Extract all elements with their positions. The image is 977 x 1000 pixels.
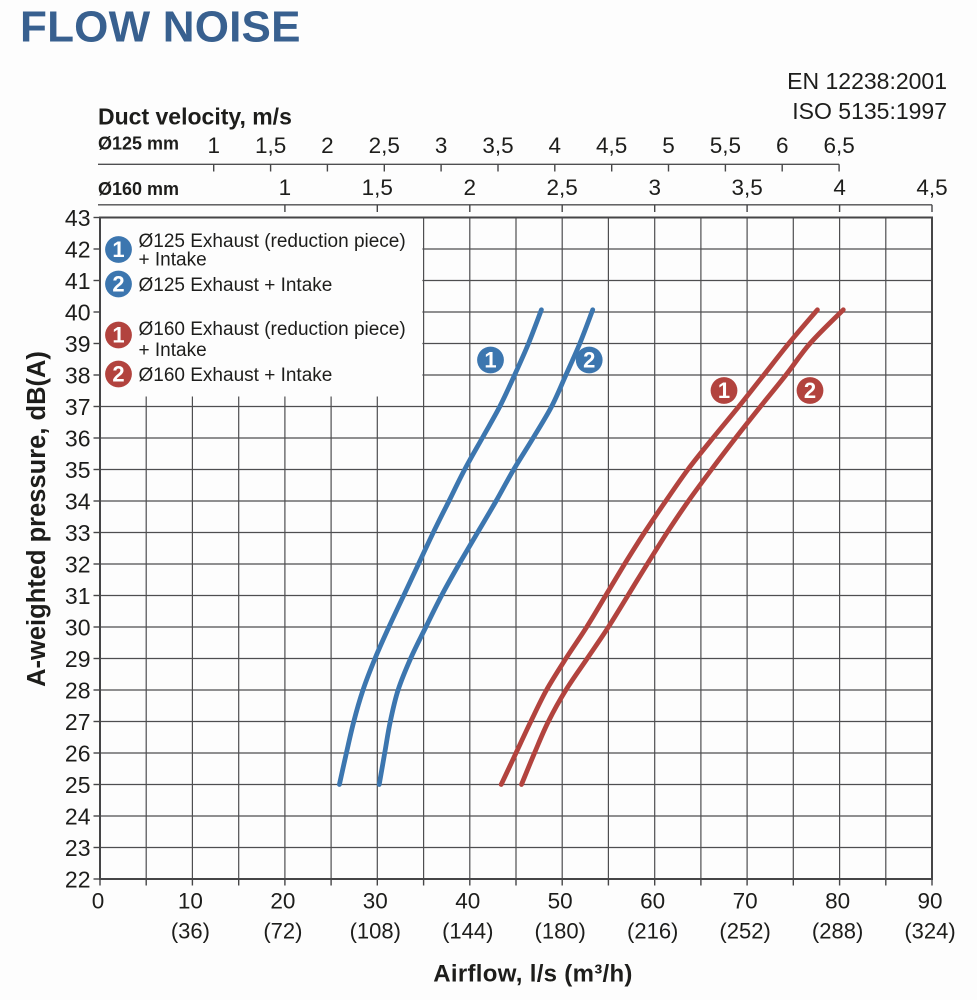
svg-text:(216): (216) <box>627 919 678 944</box>
svg-text:20: 20 <box>270 889 295 914</box>
svg-text:42: 42 <box>65 236 91 262</box>
svg-text:(252): (252) <box>719 919 770 944</box>
svg-text:4: 4 <box>833 175 846 200</box>
svg-text:3: 3 <box>435 133 448 158</box>
svg-text:Duct velocity, m/s: Duct velocity, m/s <box>98 104 292 130</box>
svg-text:1: 1 <box>718 378 730 403</box>
svg-text:(72): (72) <box>263 919 302 944</box>
svg-text:23: 23 <box>65 835 91 861</box>
svg-text:1: 1 <box>279 175 292 200</box>
svg-text:EN 12238:2001: EN 12238:2001 <box>787 68 947 94</box>
svg-text:ISO 5135:1997: ISO 5135:1997 <box>792 98 947 124</box>
svg-text:2: 2 <box>112 272 124 297</box>
svg-text:31: 31 <box>65 583 91 609</box>
svg-text:(144): (144) <box>442 919 493 944</box>
svg-text:50: 50 <box>548 889 573 914</box>
svg-text:36: 36 <box>65 425 91 451</box>
svg-text:37: 37 <box>65 394 91 420</box>
svg-text:27: 27 <box>65 709 91 735</box>
svg-text:40: 40 <box>455 889 480 914</box>
svg-text:1: 1 <box>484 348 496 373</box>
svg-text:4,5: 4,5 <box>916 175 947 200</box>
svg-text:90: 90 <box>917 889 942 914</box>
svg-text:38: 38 <box>65 362 91 388</box>
svg-text:2: 2 <box>321 133 334 158</box>
svg-text:Ø160 Exhaust (reduction piece): Ø160 Exhaust (reduction piece) <box>139 319 406 340</box>
svg-text:28: 28 <box>65 677 91 703</box>
svg-text:Ø125 mm: Ø125 mm <box>98 134 179 154</box>
svg-text:6: 6 <box>776 133 789 158</box>
svg-text:5,5: 5,5 <box>710 133 741 158</box>
svg-text:24: 24 <box>65 803 91 829</box>
svg-text:43: 43 <box>65 205 91 231</box>
svg-text:40: 40 <box>65 299 91 325</box>
svg-text:2: 2 <box>464 175 477 200</box>
svg-text:1,5: 1,5 <box>255 133 286 158</box>
svg-text:1,5: 1,5 <box>362 175 393 200</box>
svg-text:80: 80 <box>825 889 850 914</box>
svg-text:0: 0 <box>92 889 105 914</box>
svg-text:3,5: 3,5 <box>482 133 513 158</box>
svg-text:(180): (180) <box>535 919 586 944</box>
svg-text:35: 35 <box>65 457 91 483</box>
svg-text:6,5: 6,5 <box>823 133 854 158</box>
svg-text:FLOW NOISE: FLOW NOISE <box>20 3 301 52</box>
svg-text:3,5: 3,5 <box>731 175 762 200</box>
svg-text:+ Intake: + Intake <box>139 340 207 361</box>
svg-text:2,5: 2,5 <box>547 175 578 200</box>
svg-text:A-weighted pressure, dB(A): A-weighted pressure, dB(A) <box>23 351 51 687</box>
svg-text:(288): (288) <box>812 919 863 944</box>
svg-text:29: 29 <box>65 646 91 672</box>
svg-text:30: 30 <box>65 614 91 640</box>
svg-text:Ø160 mm: Ø160 mm <box>98 179 179 199</box>
svg-text:60: 60 <box>640 889 665 914</box>
svg-text:Airflow, l/s (m³/h): Airflow, l/s (m³/h) <box>433 961 632 988</box>
svg-text:(36): (36) <box>171 919 210 944</box>
svg-text:2: 2 <box>804 378 816 403</box>
svg-text:3: 3 <box>648 175 661 200</box>
svg-text:2: 2 <box>583 348 595 373</box>
svg-text:1: 1 <box>207 133 220 158</box>
svg-text:26: 26 <box>65 740 91 766</box>
svg-text:25: 25 <box>65 772 91 798</box>
svg-text:33: 33 <box>65 520 91 546</box>
svg-text:41: 41 <box>65 268 91 294</box>
svg-text:4: 4 <box>549 133 562 158</box>
svg-text:+ Intake: + Intake <box>139 250 207 271</box>
svg-text:(108): (108) <box>350 919 401 944</box>
svg-text:1: 1 <box>112 237 124 262</box>
svg-text:4,5: 4,5 <box>596 133 627 158</box>
svg-text:10: 10 <box>178 889 203 914</box>
svg-text:22: 22 <box>65 866 91 892</box>
svg-text:Ø125 Exhaust (reduction piece): Ø125 Exhaust (reduction piece) <box>139 231 406 252</box>
svg-text:(324): (324) <box>904 919 955 944</box>
svg-text:30: 30 <box>363 889 388 914</box>
svg-text:5: 5 <box>662 133 675 158</box>
svg-text:39: 39 <box>65 331 91 357</box>
svg-text:70: 70 <box>733 889 758 914</box>
svg-text:Ø125 Exhaust + Intake: Ø125 Exhaust + Intake <box>139 275 333 296</box>
svg-text:1: 1 <box>112 323 124 348</box>
svg-text:34: 34 <box>65 488 91 514</box>
svg-text:Ø160 Exhaust + Intake: Ø160 Exhaust + Intake <box>139 365 333 386</box>
svg-text:2,5: 2,5 <box>369 133 400 158</box>
svg-text:32: 32 <box>65 551 91 577</box>
svg-text:2: 2 <box>112 362 124 387</box>
